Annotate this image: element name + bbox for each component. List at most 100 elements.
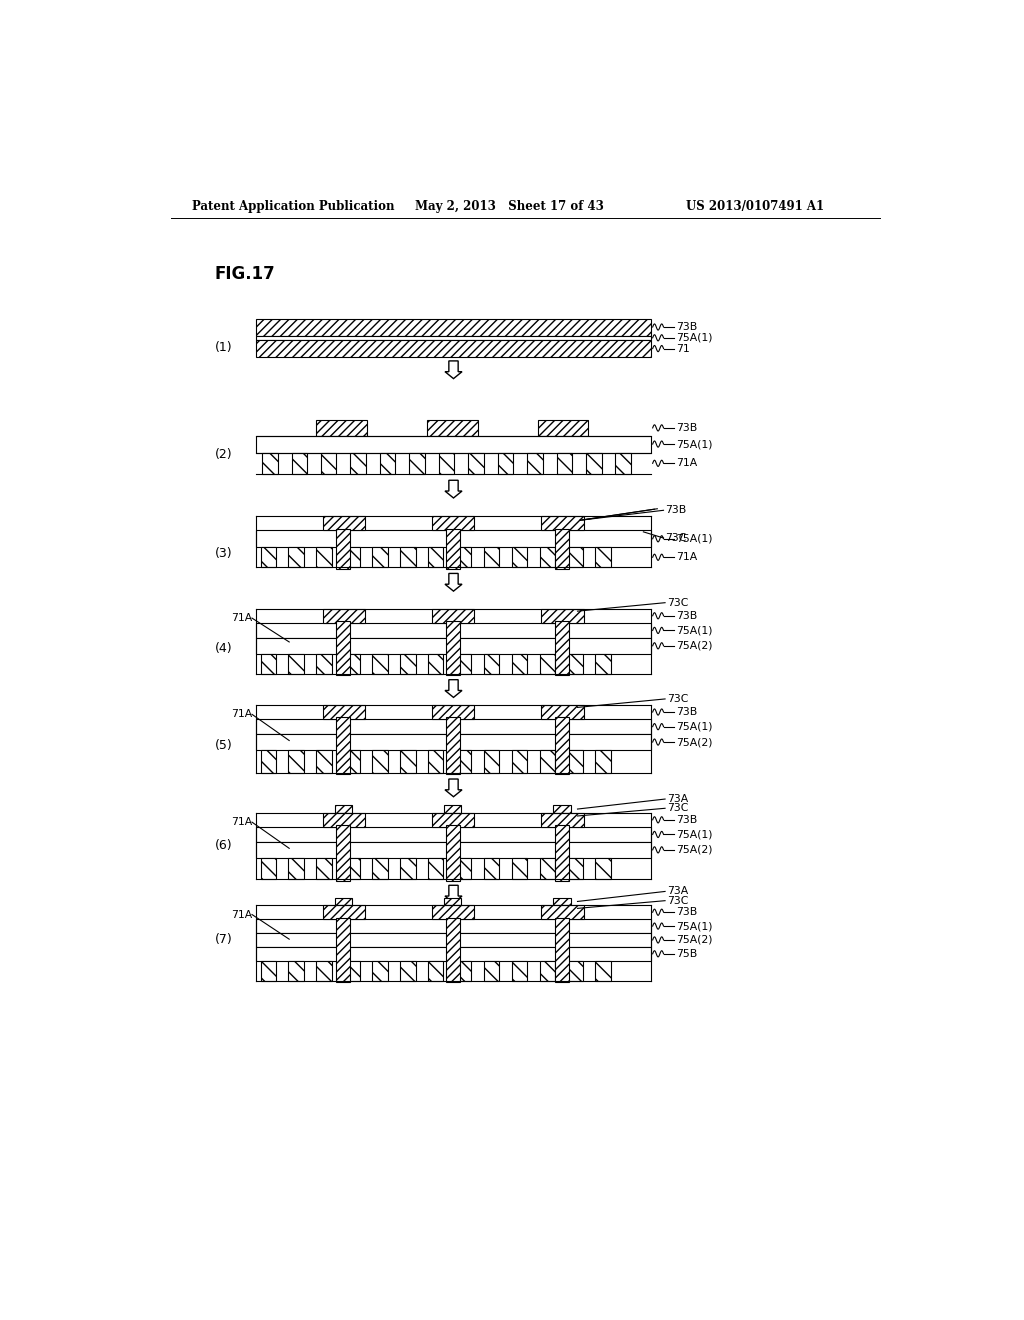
Text: 75B: 75B <box>676 949 697 958</box>
Bar <box>445 529 460 569</box>
Bar <box>428 653 443 673</box>
Bar <box>344 548 359 568</box>
Bar <box>380 453 395 474</box>
Text: May 2, 2013   Sheet 17 of 43: May 2, 2013 Sheet 17 of 43 <box>415 199 603 213</box>
Bar <box>541 516 584 531</box>
Bar <box>595 961 611 981</box>
Text: 73B: 73B <box>676 814 697 825</box>
Bar <box>335 805 352 813</box>
Bar <box>595 548 611 568</box>
Bar <box>256 919 651 933</box>
Bar <box>595 653 611 673</box>
Bar <box>555 718 569 775</box>
Bar <box>595 750 611 774</box>
Bar <box>323 813 366 826</box>
Bar <box>260 750 276 774</box>
Bar <box>289 961 304 981</box>
Text: 75A(2): 75A(2) <box>676 935 713 945</box>
Bar <box>432 906 474 919</box>
Bar <box>554 898 570 906</box>
Text: 73C: 73C <box>665 533 686 543</box>
Text: 73C: 73C <box>667 804 688 813</box>
Bar <box>321 453 337 474</box>
Bar <box>512 548 527 568</box>
Bar <box>256 335 651 341</box>
Text: 73C: 73C <box>667 598 688 607</box>
Text: 71: 71 <box>676 343 690 354</box>
Bar <box>615 453 631 474</box>
Text: (3): (3) <box>215 546 232 560</box>
Bar <box>372 858 388 879</box>
Bar <box>410 453 425 474</box>
Bar <box>256 719 651 734</box>
Bar <box>456 653 471 673</box>
Bar <box>372 653 388 673</box>
Text: 71A: 71A <box>676 458 697 469</box>
Bar <box>527 453 543 474</box>
Text: FIG.17: FIG.17 <box>215 265 275 282</box>
Bar <box>483 548 500 568</box>
Bar <box>595 858 611 879</box>
Bar <box>555 529 569 569</box>
Text: 73C: 73C <box>667 896 688 906</box>
Text: 75A(2): 75A(2) <box>676 640 713 651</box>
Text: 73B: 73B <box>676 907 697 917</box>
Text: 75A(1): 75A(1) <box>676 921 713 931</box>
Bar <box>289 653 304 673</box>
Bar <box>432 609 474 623</box>
Bar <box>483 961 500 981</box>
Text: 71A: 71A <box>230 817 252 828</box>
Bar <box>541 813 584 826</box>
Bar <box>316 858 332 879</box>
Bar <box>445 718 460 775</box>
Bar <box>567 653 583 673</box>
Bar <box>256 436 651 453</box>
Text: (6): (6) <box>215 838 232 851</box>
Bar <box>540 961 555 981</box>
Polygon shape <box>445 680 462 697</box>
Bar <box>445 825 460 880</box>
Polygon shape <box>445 573 462 591</box>
Bar <box>289 858 304 879</box>
Bar <box>555 825 569 880</box>
Bar <box>256 826 651 842</box>
Bar <box>540 548 555 568</box>
Bar <box>372 961 388 981</box>
Polygon shape <box>445 360 462 379</box>
Bar <box>456 858 471 879</box>
Text: 73B: 73B <box>665 506 686 515</box>
Bar <box>586 453 601 474</box>
Bar <box>540 653 555 673</box>
Text: 73B: 73B <box>676 422 697 433</box>
Bar <box>289 548 304 568</box>
Text: 73A: 73A <box>667 795 688 804</box>
Bar <box>316 548 332 568</box>
Text: 71A: 71A <box>230 709 252 719</box>
Bar <box>256 734 651 750</box>
Bar <box>512 653 527 673</box>
Text: 75A(1): 75A(1) <box>676 722 713 731</box>
Bar <box>256 933 651 946</box>
Text: 75A(1): 75A(1) <box>676 440 713 449</box>
Bar <box>337 718 350 775</box>
Bar <box>400 548 416 568</box>
Bar <box>567 548 583 568</box>
Text: 75A(1): 75A(1) <box>676 829 713 840</box>
Text: 75A(2): 75A(2) <box>676 737 713 747</box>
Bar <box>337 622 350 675</box>
Bar <box>445 622 460 675</box>
Bar <box>512 750 527 774</box>
Bar <box>512 858 527 879</box>
Polygon shape <box>445 480 462 498</box>
Bar <box>540 858 555 879</box>
Bar <box>512 961 527 981</box>
Bar <box>372 750 388 774</box>
Bar <box>432 813 474 826</box>
Bar <box>555 917 569 982</box>
Bar <box>541 705 584 719</box>
Bar <box>316 750 332 774</box>
Text: 75A(1): 75A(1) <box>676 333 713 343</box>
Bar <box>316 420 367 436</box>
Bar <box>337 917 350 982</box>
Bar <box>260 653 276 673</box>
